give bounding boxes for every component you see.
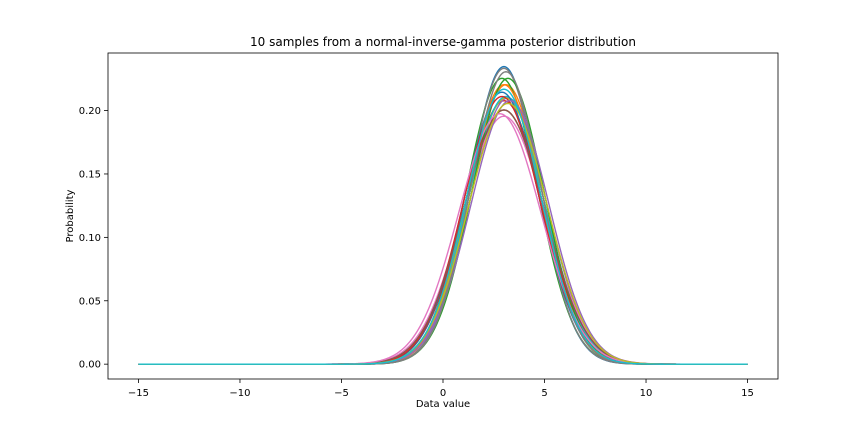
x-tick-label: 10 bbox=[640, 388, 653, 399]
y-tick-label: 0.05 bbox=[79, 296, 101, 307]
series-line-20 bbox=[138, 88, 748, 365]
y-tick-label: 0.15 bbox=[79, 169, 101, 180]
y-axis: 0.00 0.05 0.10 0.15 0.20 bbox=[79, 106, 108, 371]
x-tick-label: −5 bbox=[334, 388, 349, 399]
series-layer bbox=[138, 65, 748, 365]
plot-area bbox=[138, 65, 748, 365]
x-tick-label: 5 bbox=[541, 388, 547, 399]
x-tick-label: −10 bbox=[229, 388, 250, 399]
y-tick-label: 0.10 bbox=[79, 233, 101, 244]
x-tick-label: −15 bbox=[128, 388, 149, 399]
x-tick-label: 0 bbox=[440, 388, 446, 399]
chart-title: 10 samples from a normal-inverse-gamma p… bbox=[250, 35, 636, 49]
y-axis-label: Probability bbox=[65, 189, 76, 242]
y-tick-label: 0.20 bbox=[79, 106, 101, 117]
y-tick-label: 0.00 bbox=[79, 360, 101, 371]
x-axis: −15 −10 −5 0 5 10 15 bbox=[128, 379, 754, 399]
x-tick-label: 15 bbox=[741, 388, 754, 399]
x-axis-label: Data value bbox=[416, 399, 470, 410]
